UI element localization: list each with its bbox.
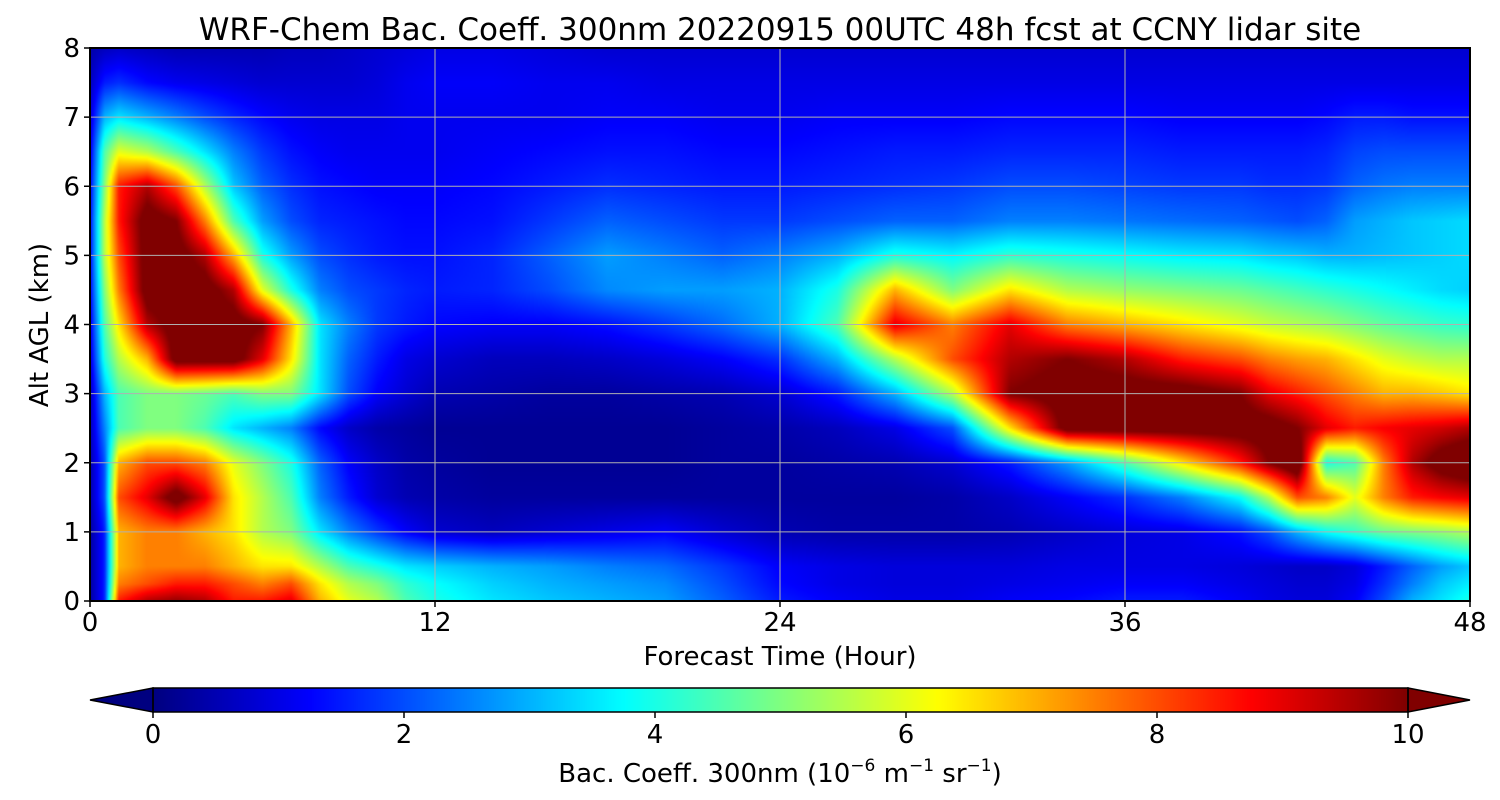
colorbar-ticks: 0 2 4 6 8 10: [145, 712, 1425, 750]
colorbar-tick-label: 6: [898, 720, 915, 750]
x-axis-label: Forecast Time (Hour): [643, 642, 916, 672]
x-tick-label: 48: [1453, 608, 1486, 638]
y-axis-label: Alt AGL (km): [25, 243, 55, 407]
grid-lines: [90, 48, 1470, 601]
colorbar-label-mid2: sr: [934, 759, 967, 789]
colorbar-tick-label: 0: [145, 720, 162, 750]
y-tick-label: 4: [63, 311, 80, 341]
y-tick-label: 0: [63, 587, 80, 617]
x-tick-label: 24: [763, 608, 796, 638]
colorbar-label-exp1: −6: [850, 756, 875, 776]
colorbar-frame: [152, 687, 1409, 713]
colorbar-extend-high: [1407, 687, 1471, 713]
y-axis-ticks: 0 1 2 3 4 5 6 7 8: [63, 34, 90, 617]
x-axis-ticks: 0 12 24 36 48: [82, 601, 1487, 638]
colorbar-label-mid: m: [875, 759, 909, 789]
colorbar-extend-low: [89, 687, 154, 713]
y-tick-label: 8: [63, 34, 80, 64]
colorbar-tick-label: 2: [396, 720, 413, 750]
y-tick-label: 7: [63, 103, 80, 133]
colorbar-label-exp2: −1: [909, 756, 934, 776]
x-tick-label: 36: [1108, 608, 1141, 638]
colorbar-gradient: [153, 688, 1408, 712]
plot-area: [89, 47, 1471, 602]
y-tick-label: 3: [63, 380, 80, 410]
y-tick-label: 5: [63, 241, 80, 271]
colorbar-tick-label: 8: [1149, 720, 1166, 750]
colorbar-label-end: ): [992, 759, 1002, 789]
colorbar-tick-label: 4: [647, 720, 664, 750]
x-tick-label: 0: [82, 608, 99, 638]
colorbar-label: Bac. Coeff. 300nm (10−6 m−1 sr−1): [558, 756, 1001, 789]
colorbar-label-exp3: −1: [967, 756, 992, 776]
y-tick-label: 6: [63, 172, 80, 202]
y-tick-label: 2: [63, 449, 80, 479]
colorbar-tick-label: 10: [1391, 720, 1424, 750]
x-tick-label: 12: [418, 608, 451, 638]
colorbar: 0 2 4 6 8 10 Bac. Coeff. 300nm (10−6 m−1 sr−1…: [89, 687, 1471, 789]
chart-title: WRF-Chem Bac. Coeff. 300nm 20220915 00UT…: [199, 12, 1362, 48]
y-tick-label: 1: [63, 518, 80, 548]
